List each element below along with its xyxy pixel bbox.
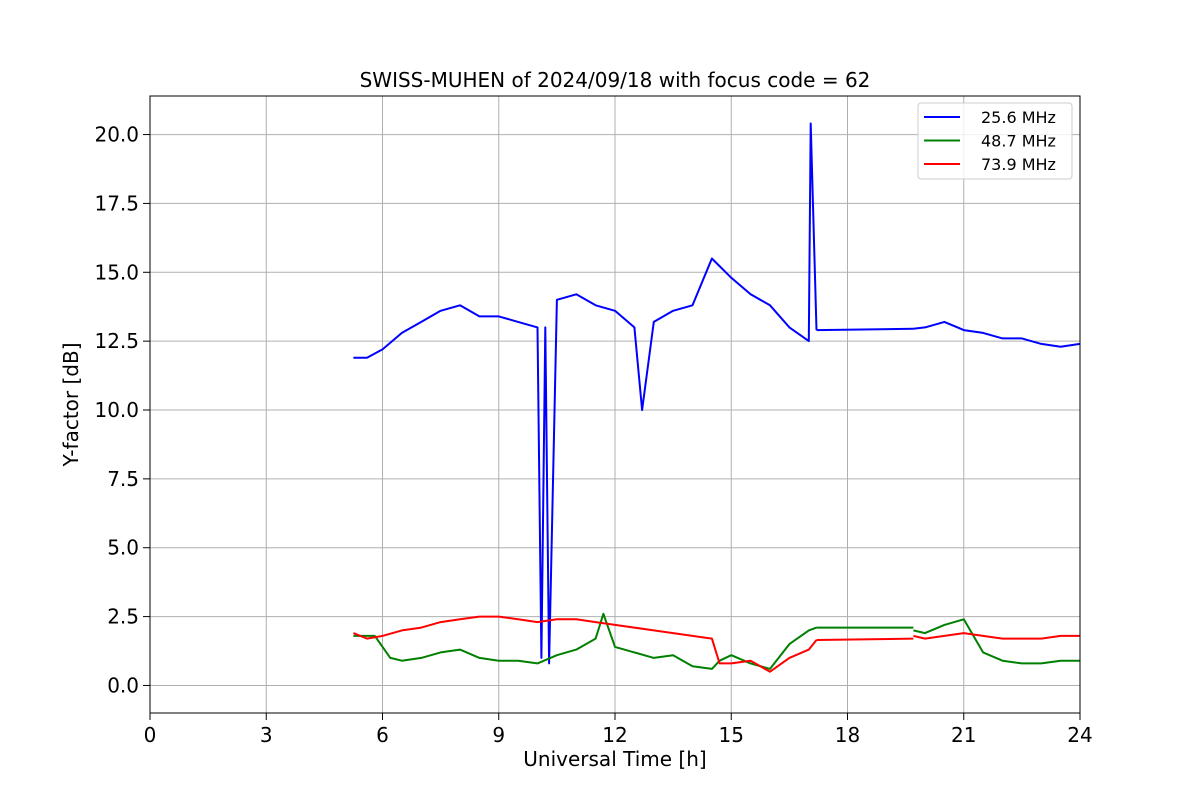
y-tick-label: 7.5	[107, 467, 139, 491]
legend-entry-label: 25.6 MHz	[981, 108, 1056, 127]
series-48-7-mhz	[353, 612, 1080, 670]
series-line-segment	[353, 122, 818, 665]
legend-box	[917, 102, 1073, 180]
y-tick-label: 5.0	[107, 536, 139, 560]
series-line-segment	[353, 612, 817, 670]
x-tick-label: 9	[492, 723, 505, 747]
x-tick-label: 6	[376, 723, 389, 747]
y-tick-label: 0.0	[107, 673, 139, 697]
y-tick-label: 17.5	[94, 191, 139, 215]
x-tick-label: 21	[951, 723, 976, 747]
tick-layer: 0 3 6 9 12 15 18 21 24 0.0 2.5 5.0 7.5 10.0 12.5 15.0 17…	[94, 123, 1092, 747]
series-line-segment	[913, 320, 1080, 348]
chart-title: SWISS-MUHEN of 2024/09/18 with focus cod…	[360, 68, 871, 92]
series-line-segment	[816, 327, 914, 332]
legend-entry-label: 73.9 MHz	[981, 155, 1056, 174]
x-tick-label: 12	[602, 723, 627, 747]
y-axis-label: Y-factor [dB]	[59, 342, 83, 467]
series-line-segment	[913, 632, 1080, 640]
y-tick-label: 12.5	[94, 329, 139, 353]
x-tick-label: 15	[719, 723, 744, 747]
x-tick-label: 0	[144, 723, 157, 747]
series-line-segment	[913, 618, 1080, 665]
series-73-9-mhz	[353, 615, 1080, 673]
x-tick-label: 24	[1067, 723, 1092, 747]
x-tick-label: 3	[260, 723, 273, 747]
legend: 25.6 MHz 48.7 MHz 73.9 MHz	[917, 102, 1073, 180]
series-25-6-mhz	[353, 122, 1080, 665]
series-line-segment	[353, 615, 818, 673]
y-tick-label: 20.0	[94, 123, 139, 147]
y-tick-label: 15.0	[94, 260, 139, 284]
y-tick-label: 2.5	[107, 605, 139, 629]
series-layer	[353, 122, 1080, 673]
y-tick-label: 10.0	[94, 398, 139, 422]
x-tick-label: 18	[835, 723, 860, 747]
legend-entry-label: 48.7 MHz	[981, 132, 1056, 151]
series-line-segment	[816, 637, 914, 641]
x-axis-label: Universal Time [h]	[523, 747, 706, 771]
